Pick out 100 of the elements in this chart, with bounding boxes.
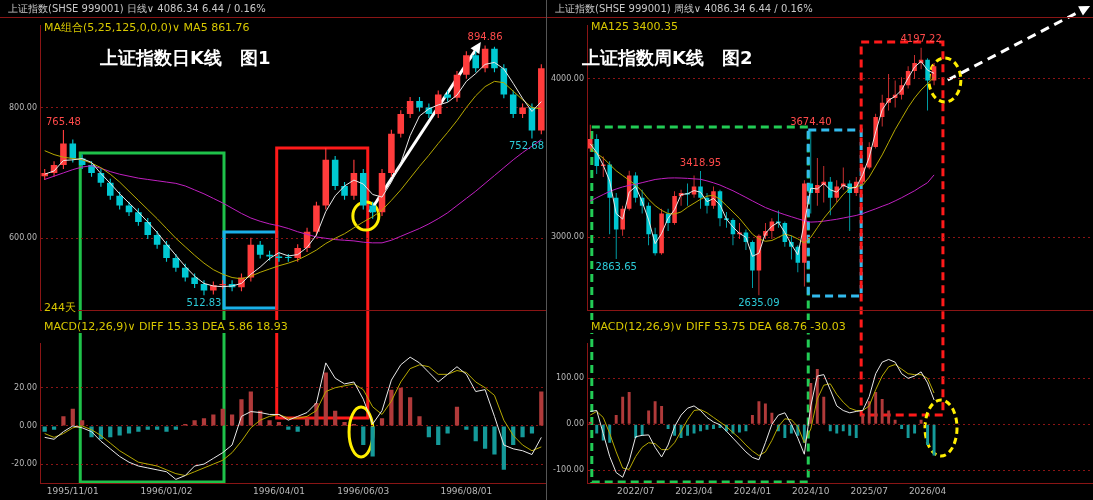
- bar: [770, 412, 774, 424]
- bar: [145, 426, 150, 430]
- bar: [737, 424, 741, 433]
- y-tick-label: 600.00: [9, 233, 37, 243]
- bar: [117, 426, 122, 436]
- bar: [464, 426, 469, 430]
- bar: [712, 424, 715, 429]
- x-tick-label: 2026/04: [908, 485, 947, 496]
- bar: [473, 426, 478, 442]
- bar: [887, 410, 891, 424]
- bar: [333, 410, 338, 426]
- bar: [501, 426, 506, 470]
- bar: [848, 424, 852, 436]
- bar: [835, 424, 839, 434]
- bar: [932, 424, 936, 456]
- bar: [136, 426, 141, 432]
- y-tick-label: -100.00: [553, 465, 584, 475]
- y-tick-label: 3000.00: [550, 232, 584, 242]
- x-tick-label: 1996/04/01: [253, 485, 305, 496]
- bar: [647, 410, 651, 424]
- bar: [192, 420, 197, 426]
- bar: [426, 426, 431, 438]
- bar: [640, 424, 644, 436]
- bar: [744, 424, 748, 432]
- x-tick-label: 2025/07: [850, 485, 888, 496]
- annotation: 244天: [42, 300, 78, 315]
- bar: [80, 420, 85, 426]
- chart-subtitle: 上证指数(SHSE 999001) 日线∨ 4086.34 6.44 / 0.16%: [0, 0, 546, 18]
- bar: [520, 426, 525, 438]
- bar: [529, 426, 535, 434]
- bar: [295, 426, 300, 432]
- bar: [342, 422, 347, 426]
- bar: [173, 426, 178, 430]
- bar: [660, 405, 664, 424]
- bar: [482, 426, 488, 449]
- bar: [822, 396, 826, 424]
- bar: [454, 406, 460, 426]
- bar: [919, 419, 923, 424]
- annotation: MA125 3400.35: [589, 20, 680, 33]
- bar: [750, 415, 754, 424]
- bar: [900, 424, 904, 429]
- bar: [595, 424, 599, 434]
- bar: [893, 419, 897, 424]
- bar: [757, 401, 761, 424]
- x-tick-label: 1995/11/01: [46, 485, 99, 496]
- bar: [155, 426, 160, 430]
- bar: [445, 426, 450, 434]
- bar: [841, 424, 845, 432]
- y-tick-label: 4000.00: [550, 73, 584, 83]
- annotation: 894.86: [467, 31, 503, 43]
- bar: [492, 426, 497, 455]
- annotation: 3674.40: [790, 116, 832, 128]
- bar: [267, 420, 272, 426]
- bar: [248, 391, 253, 426]
- chart-subtitle: 上证指数(SHSE 999001) 周线∨ 4086.34 6.44 / 0.16%: [547, 0, 1093, 18]
- bar: [686, 424, 690, 436]
- bar: [627, 392, 631, 424]
- x-tick-label: 1996/06/03: [337, 485, 390, 496]
- bar: [906, 424, 910, 439]
- bar: [51, 426, 57, 430]
- x-tick-label: 1996/01/02: [140, 485, 193, 496]
- bar: [614, 415, 618, 424]
- y-tick-label: 0.00: [566, 419, 584, 429]
- bar: [539, 391, 544, 426]
- bar: [304, 418, 310, 426]
- bar: [211, 414, 216, 426]
- annotation: MA组合(5,25,125,0,0,0)∨ MA5 861.76: [42, 20, 252, 35]
- y-tick-label: 100.00: [556, 373, 584, 383]
- text: MACD(12,26,9)∨ DIFF 15.33 DEA 5.86 18.93: [42, 320, 290, 333]
- y-tick-label: 800.00: [9, 102, 37, 112]
- bar: [874, 392, 878, 424]
- bar: [220, 408, 225, 426]
- y-tick-label: 20.00: [14, 382, 37, 392]
- x-tick-label: 2022/07: [616, 485, 655, 496]
- bar: [398, 387, 403, 426]
- annotation: 2863.65: [595, 260, 637, 272]
- bar: [763, 403, 767, 424]
- bar: [361, 426, 366, 446]
- annotation: 3418.95: [679, 156, 722, 168]
- bar: [926, 424, 930, 446]
- bar: [913, 424, 917, 434]
- x-tick-label: 2023/04: [675, 485, 714, 496]
- x-tick-label: 2024/01: [733, 485, 772, 496]
- bar: [108, 426, 113, 438]
- bar: [370, 426, 375, 457]
- bar: [229, 414, 235, 426]
- bar: [880, 399, 884, 424]
- text: 上证指数周K线 图2: [582, 46, 753, 70]
- bar: [417, 416, 422, 426]
- bar: [164, 426, 169, 432]
- bar: [436, 426, 441, 446]
- x-tick-label: 2024/10: [792, 485, 830, 496]
- bar: [61, 416, 66, 426]
- text: 上证指数日K线 图1: [100, 46, 271, 70]
- annotation: 765.48: [45, 115, 81, 127]
- bar: [126, 426, 132, 434]
- y-tick-label: -20.00: [11, 459, 37, 469]
- bar: [323, 372, 328, 426]
- bar: [201, 418, 207, 426]
- bar: [666, 424, 670, 429]
